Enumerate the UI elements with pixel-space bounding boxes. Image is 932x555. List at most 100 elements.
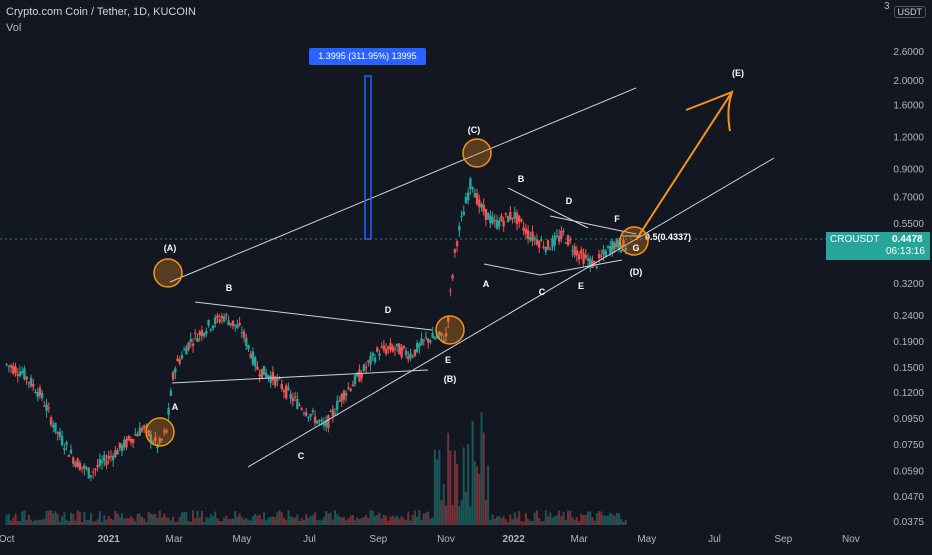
- candle-body: [176, 358, 179, 362]
- volume-bar: [547, 516, 550, 525]
- volume-bar: [172, 516, 175, 525]
- volume-bar: [87, 519, 90, 525]
- candle-body: [500, 215, 503, 222]
- volume-bar: [36, 520, 39, 525]
- time-tick-label: Jul: [708, 534, 721, 545]
- candle-body: [329, 411, 332, 413]
- candle-body: [298, 404, 301, 406]
- candle-body: [220, 315, 224, 319]
- volume-bar: [491, 514, 494, 525]
- candle-body: [613, 242, 616, 250]
- candle-body: [418, 343, 421, 348]
- volume-bar: [584, 514, 587, 525]
- price-tick-label: 2.6000: [893, 47, 924, 58]
- volume-bar: [560, 515, 563, 525]
- volume-bar: [234, 511, 237, 525]
- candle-body: [194, 332, 197, 334]
- volume-bar: [72, 514, 75, 525]
- candle-body: [76, 458, 79, 468]
- wave-label: A: [172, 402, 179, 412]
- volume-bar: [489, 520, 492, 525]
- volume-bar: [132, 518, 135, 525]
- candle-body: [427, 338, 430, 343]
- volume-bar: [167, 517, 170, 525]
- volume-bar: [10, 520, 13, 525]
- volume-bar: [163, 513, 166, 525]
- candle-body: [227, 320, 230, 326]
- candle-body: [258, 374, 261, 377]
- candle-body: [604, 250, 607, 257]
- candle-body: [460, 215, 463, 217]
- candle-body: [378, 353, 381, 356]
- candle-body: [617, 240, 621, 250]
- candle-body: [180, 354, 184, 359]
- time-tick-label: Nov: [842, 534, 860, 545]
- candle-body: [478, 199, 481, 208]
- volume-bar: [618, 513, 621, 525]
- volume-bar: [331, 519, 334, 525]
- wave-highlight-circle: [153, 258, 183, 288]
- volume-bar: [573, 519, 576, 525]
- volume-bar: [522, 521, 525, 525]
- volume-bar: [327, 513, 330, 525]
- candle-body: [409, 353, 412, 358]
- volume-bar: [314, 512, 317, 525]
- volume-bar: [615, 512, 618, 525]
- candle-body: [249, 353, 252, 358]
- volume-bar: [285, 520, 288, 525]
- price-tick-label: 0.7000: [893, 192, 924, 203]
- volume-bar: [41, 519, 44, 525]
- volume-bar: [236, 517, 239, 525]
- candle-body: [469, 178, 472, 189]
- candle-body: [611, 240, 614, 252]
- volume-bar: [125, 517, 128, 525]
- volume-bar: [385, 516, 388, 525]
- volume-bar: [349, 515, 352, 525]
- measure-bar: [364, 75, 372, 240]
- volume-bar: [203, 521, 206, 525]
- candle-body: [45, 404, 48, 411]
- candle-body: [260, 368, 264, 378]
- candle-body: [16, 374, 19, 377]
- wave-highlight-circle: [619, 226, 649, 256]
- candle-body: [123, 439, 126, 448]
- candle-body: [134, 433, 137, 436]
- candle-body: [136, 433, 139, 437]
- volume-bar: [347, 518, 350, 525]
- candle-body: [566, 235, 570, 246]
- volume-bar: [453, 450, 456, 525]
- candle-body: [597, 253, 601, 259]
- volume-bar: [74, 520, 77, 525]
- candle-body: [431, 333, 434, 339]
- volume-bar: [65, 519, 68, 525]
- volume-bar: [32, 521, 35, 525]
- candle-body: [608, 246, 612, 254]
- candle-body: [109, 455, 113, 457]
- volume-bar: [591, 517, 594, 525]
- price-axis-panel[interactable]: 2.6000 2.0000 1.6000 1.2000 0.9000 0.7000 0.55…: [872, 0, 932, 550]
- candle-body: [269, 375, 272, 383]
- price-unit-badge[interactable]: USDT: [893, 6, 926, 18]
- volume-bar: [458, 505, 461, 525]
- candle-body: [98, 459, 102, 466]
- candle-body: [225, 314, 228, 316]
- volume-bar: [442, 484, 445, 525]
- volume-bar: [291, 517, 294, 525]
- volume-bar: [575, 517, 578, 525]
- wave-label: D: [566, 196, 573, 206]
- volume-bar: [307, 517, 310, 525]
- candle-body: [291, 397, 295, 402]
- volume-bar: [487, 465, 490, 525]
- time-tick-label: Sep: [369, 534, 387, 545]
- volume-bar: [269, 516, 272, 525]
- volume-bar: [500, 518, 503, 525]
- triangle-1-lower: [171, 369, 429, 384]
- candle-body: [438, 331, 441, 336]
- candle-body: [240, 332, 244, 334]
- candles: [5, 176, 627, 482]
- candle-body: [502, 220, 505, 227]
- volume-bar: [469, 506, 472, 525]
- candle-body: [349, 388, 352, 391]
